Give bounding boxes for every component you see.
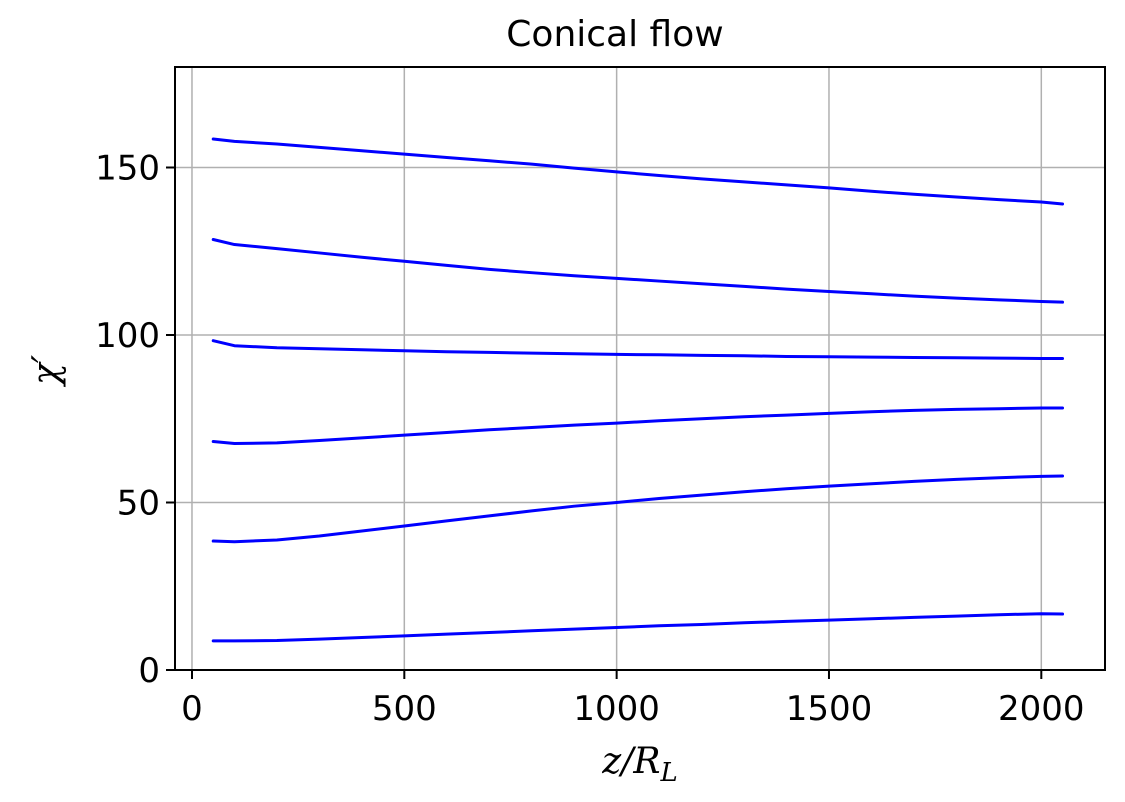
series-line-6 bbox=[211, 612, 1065, 643]
y-tick-label: 50 bbox=[117, 484, 160, 524]
y-axis-label: χ′ bbox=[26, 355, 67, 388]
x-tick-label: 1000 bbox=[573, 689, 660, 729]
series-group bbox=[211, 137, 1065, 643]
series-line-1 bbox=[211, 137, 1065, 206]
series-line-3 bbox=[211, 339, 1065, 360]
x-tick-label: 2000 bbox=[998, 689, 1085, 729]
plot-frame bbox=[174, 66, 1106, 671]
series-line-5 bbox=[211, 474, 1065, 544]
x-tick-label: 0 bbox=[181, 689, 203, 729]
y-tick-label: 100 bbox=[95, 316, 160, 356]
x-tick-label: 500 bbox=[372, 689, 437, 729]
series-line-4 bbox=[211, 406, 1065, 446]
axis-ticks: 0 500 1000 1500 2000 0 50 100 150 bbox=[95, 149, 1084, 730]
x-tick-label: 1500 bbox=[786, 689, 873, 729]
chart-title: Conical flow bbox=[506, 14, 723, 55]
y-tick-label: 150 bbox=[95, 149, 160, 189]
series-line-2 bbox=[211, 238, 1065, 304]
x-axis-label: z/RL bbox=[601, 741, 677, 788]
y-tick-label: 0 bbox=[138, 651, 160, 691]
grid-lines bbox=[175, 67, 1105, 671]
